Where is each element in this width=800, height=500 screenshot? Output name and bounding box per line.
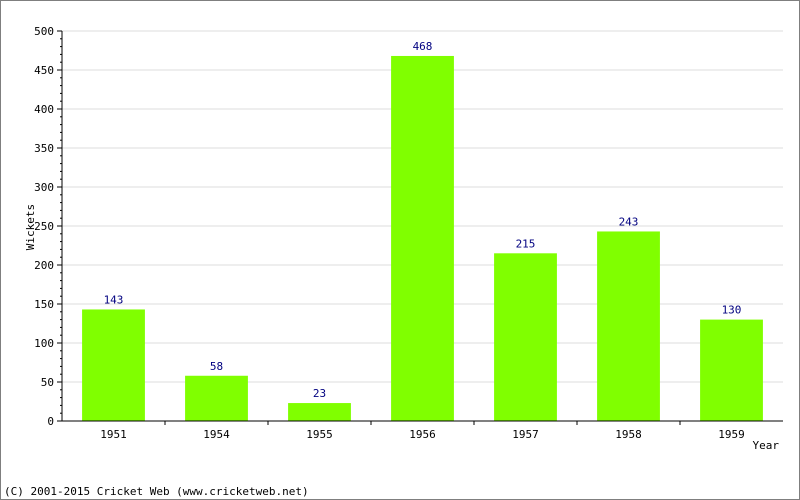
y-tick-label-50: 50: [41, 376, 54, 389]
value-label-1958: 243: [619, 215, 639, 228]
value-label-1957: 215: [516, 237, 536, 250]
y-tick-label-400: 400: [34, 103, 54, 116]
value-label-1954: 58: [210, 360, 223, 373]
y-axis-title: Wickets: [24, 204, 37, 250]
bar-1955: [288, 403, 351, 421]
y-tick-label-500: 500: [34, 25, 54, 38]
y-tick-label-150: 150: [34, 298, 54, 311]
axis-layer: [57, 30, 783, 425]
value-label-1951: 143: [104, 293, 124, 306]
bar-1958: [597, 231, 660, 421]
copyright-footer: (C) 2001-2015 Cricket Web (www.cricketwe…: [4, 485, 309, 498]
y-tick-label-350: 350: [34, 142, 54, 155]
x-tick-label-1955: 1955: [306, 428, 333, 441]
x-tick-label-1958: 1958: [615, 428, 642, 441]
value-label-1956: 468: [413, 40, 433, 53]
x-tick-label-1959: 1959: [718, 428, 745, 441]
bar-1956: [391, 55, 454, 422]
x-axis-title: Year: [753, 439, 780, 452]
y-tick-label-300: 300: [34, 181, 54, 194]
bar-1951: [82, 309, 145, 421]
y-tick-label-250: 250: [34, 220, 54, 233]
value-label-1955: 23: [313, 387, 326, 400]
bar-1954: [185, 375, 248, 421]
y-tick-label-0: 0: [47, 415, 54, 428]
y-tick-label-450: 450: [34, 64, 54, 77]
bar-1959: [700, 319, 763, 421]
value-label-1959: 130: [722, 304, 742, 317]
bar-layer: [82, 55, 763, 422]
x-tick-label-1956: 1956: [409, 428, 436, 441]
x-tick-label-1951: 1951: [100, 428, 127, 441]
y-tick-label-200: 200: [34, 259, 54, 272]
x-tick-label-1957: 1957: [512, 428, 539, 441]
label-layer: 0 50 100 150 200 250 300 350 400 450 500 143 1951 58 1…: [34, 25, 745, 441]
y-tick-label-100: 100: [34, 337, 54, 350]
x-tick-label-1954: 1954: [203, 428, 230, 441]
bar-1957: [494, 253, 557, 421]
